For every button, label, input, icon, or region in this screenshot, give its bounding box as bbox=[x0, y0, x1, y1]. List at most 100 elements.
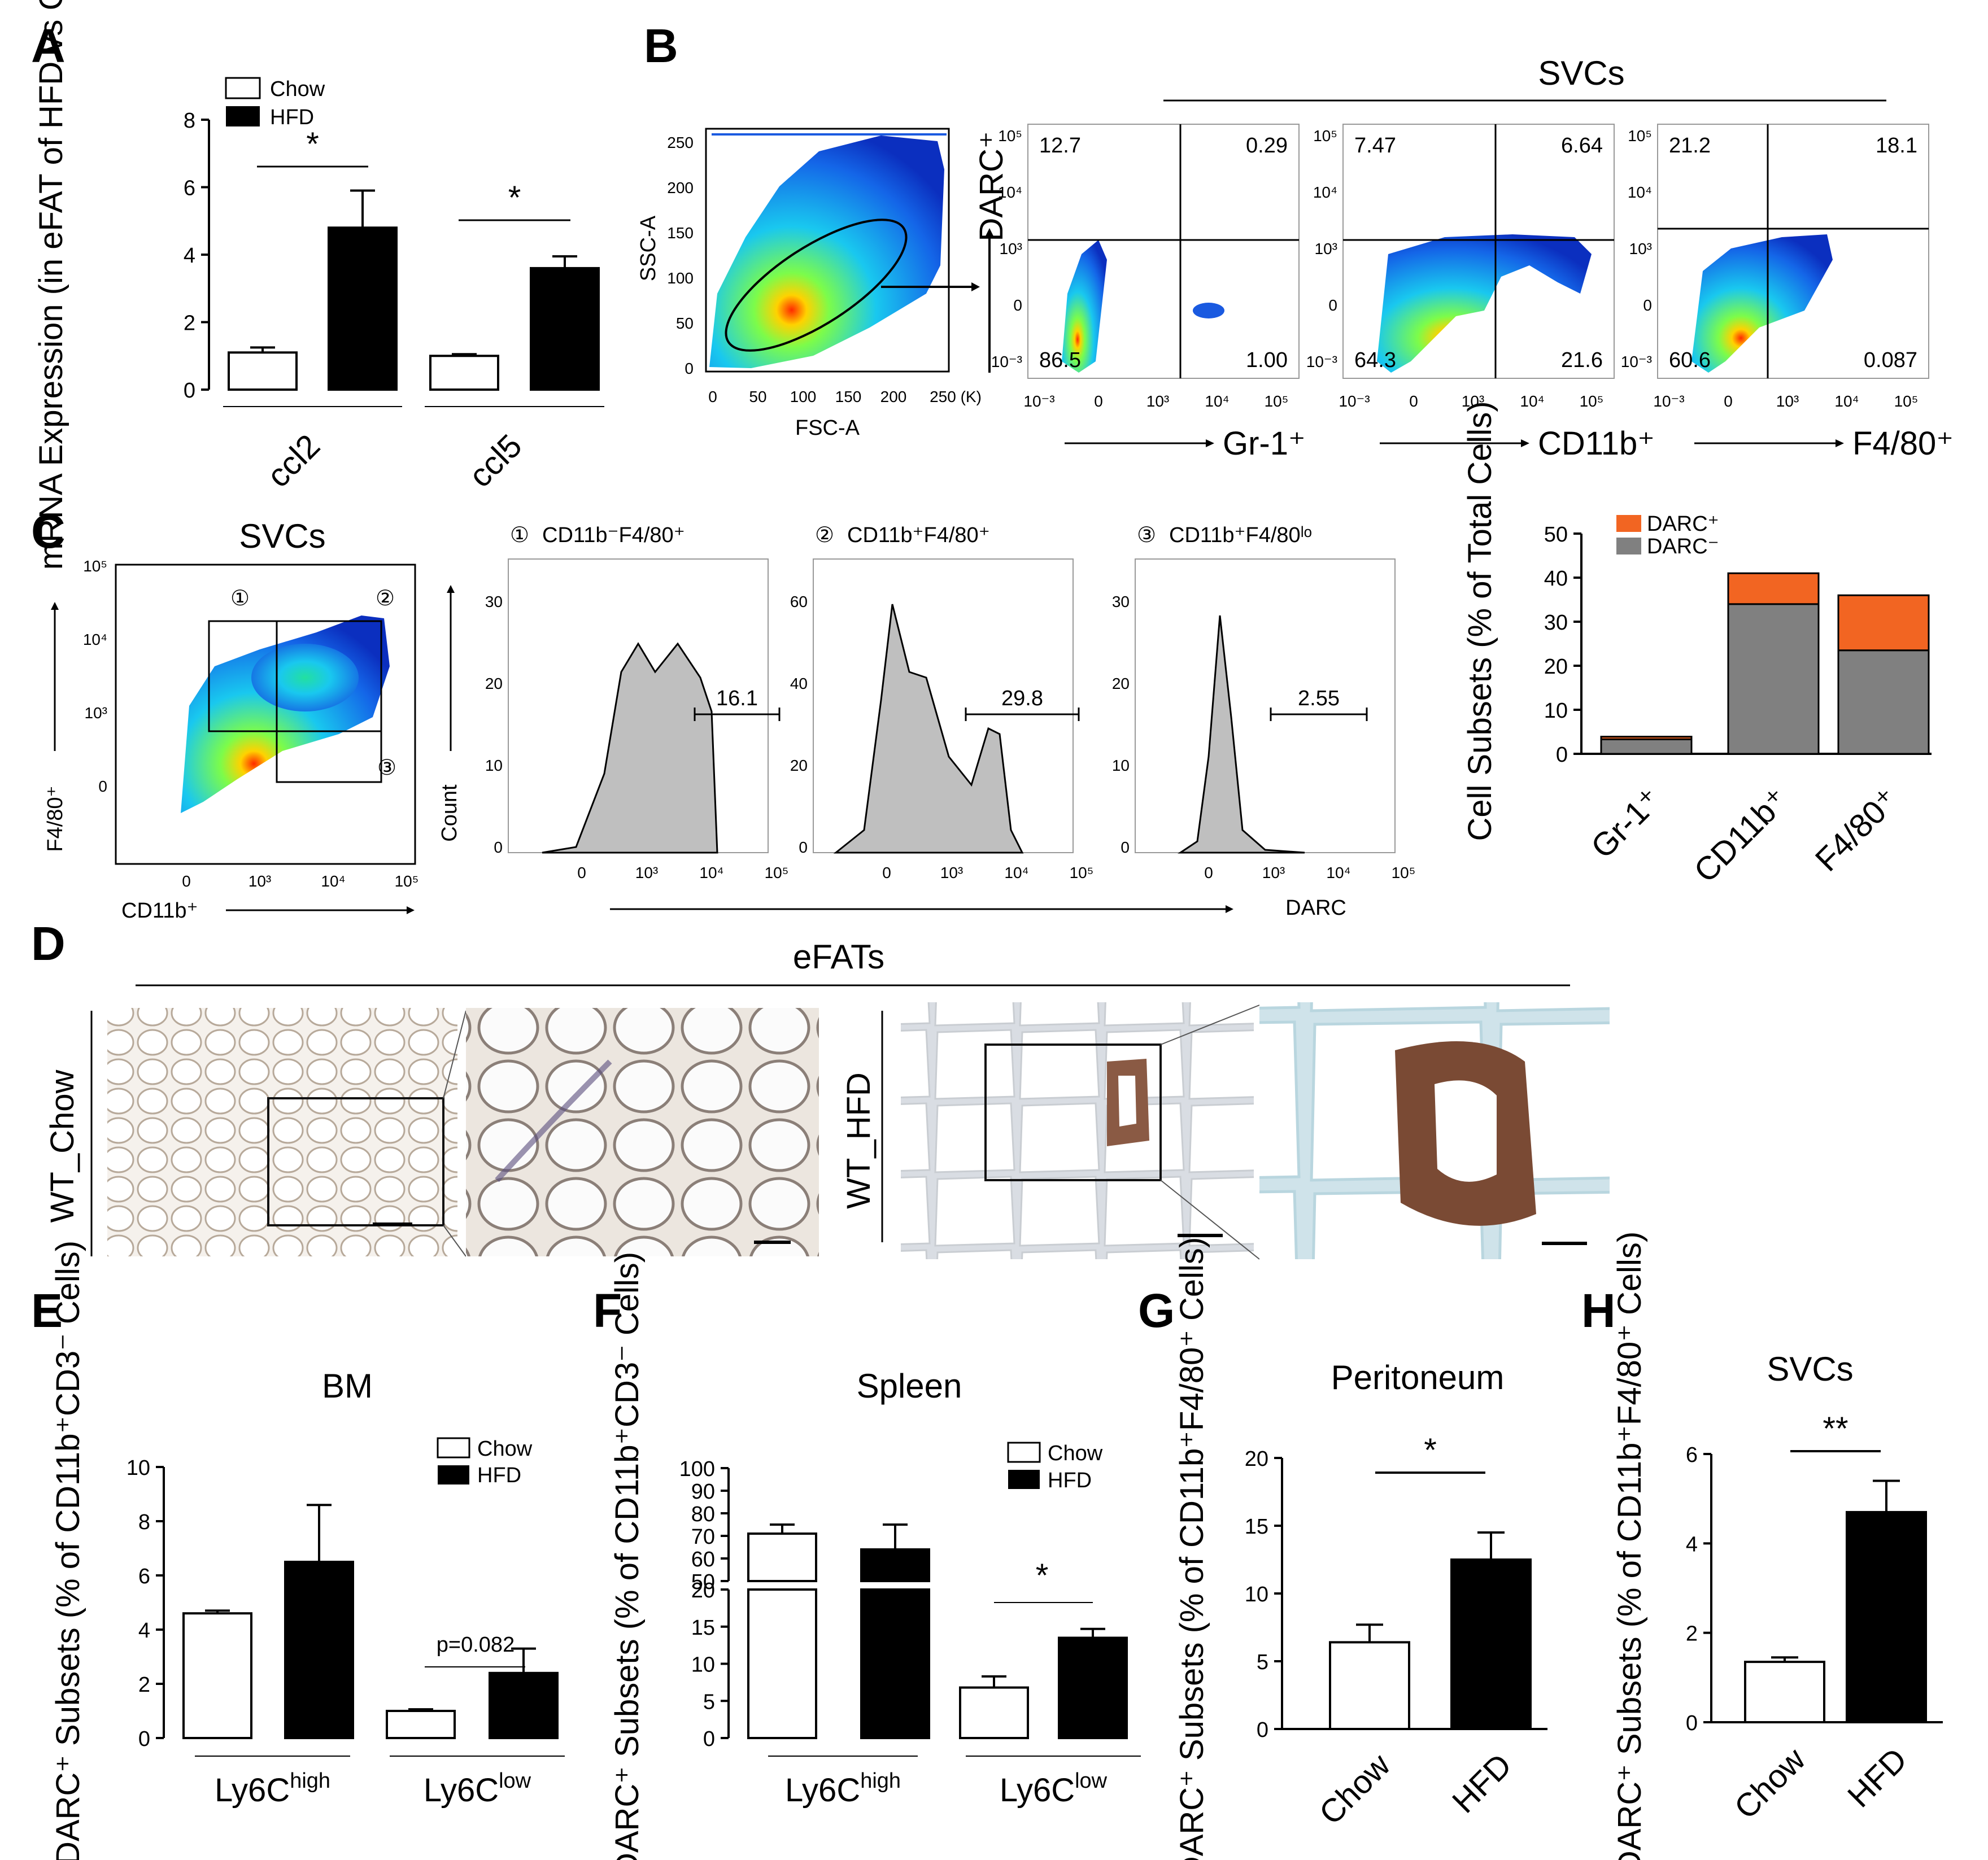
histogram-curve bbox=[833, 604, 1024, 854]
f-tick-label: 20 bbox=[691, 1579, 715, 1603]
histogram-y-tick: 0 bbox=[1121, 839, 1130, 856]
gate-x-tick: 150 bbox=[835, 388, 862, 405]
chart-h-sig: ** bbox=[1823, 1411, 1848, 1447]
panel-h-chart: 0 2 4 6 Chow HFD ** bbox=[1686, 1411, 1943, 1826]
panel-g-chart: 0 5 10 15 20 Chow HFD * bbox=[1245, 1432, 1547, 1832]
f-sig: * bbox=[1036, 1557, 1049, 1594]
panel-c-density-plot: ① ② ③ 0 10³ 10⁴ 10⁵ 0 10³ 10⁴ 10⁵ bbox=[83, 557, 419, 890]
legend-hfd-label: HFD bbox=[270, 106, 314, 129]
quadrant-y-tick: 10⁴ bbox=[998, 184, 1022, 201]
legend-hfd-swatch bbox=[226, 106, 260, 126]
density-y-tick: 10⁴ bbox=[83, 631, 107, 648]
density-y-tick: 10⁵ bbox=[83, 557, 107, 575]
quadrant-x-tick: 10⁵ bbox=[1265, 392, 1289, 410]
panel-label-g: G bbox=[1138, 1284, 1175, 1337]
chart-g-sig: * bbox=[1424, 1432, 1437, 1469]
quadrant-y-tick: 10³ bbox=[1315, 240, 1337, 257]
legend-chow-swatch bbox=[225, 77, 261, 99]
histogram-title: CD11b⁺F4/80ˡᵒ bbox=[1169, 523, 1312, 547]
c-bar-yaxis-tick-label: 30 bbox=[1544, 611, 1568, 635]
f-group-label: Ly6Clow bbox=[1000, 1769, 1108, 1809]
panel-c-ylabel: F4/80⁺ bbox=[43, 785, 67, 852]
histogram-3: 2.55 ③ CD11b⁺F4/80ˡᵒ 0 10 20 30 0 10³ 10⁴ 10⁵ bbox=[1112, 523, 1416, 881]
panel-d-row-label-chow: WT_Chow bbox=[44, 1069, 81, 1223]
c-bar-category-label: Gr-1⁺ bbox=[1584, 781, 1669, 866]
panel-e-chart: 0 2 4 6 8 10 Ly6Chigh Ly6Clow p=0.082 bbox=[127, 1456, 565, 1809]
gate-x-tick: 250 (K) bbox=[930, 388, 982, 405]
chart-g-category-hfd: HFD bbox=[1445, 1747, 1519, 1820]
chart-g-bar-chow bbox=[1329, 1641, 1410, 1730]
gate-y-tick: 0 bbox=[685, 360, 694, 377]
c-bar-2-segment bbox=[1727, 603, 1820, 755]
density-x-tick: 10⁴ bbox=[321, 872, 345, 890]
f-bar-lower bbox=[747, 1588, 817, 1739]
quadrant-x-tick: 10³ bbox=[1776, 392, 1799, 410]
density-x-tick: 10³ bbox=[249, 872, 271, 890]
panel-a: 0 2 4 6 8 ccl2 * ccl5 * mRNA Expression (in eFAT… bbox=[33, 0, 604, 570]
a-bar-ccl5-chow bbox=[429, 355, 499, 391]
histogram-2: 29.8 ② CD11b⁺F4/80⁺ 0 20 40 60 0 10³ 10⁴ 10⁵ bbox=[790, 523, 1094, 881]
gate-xlabel: FSC-A bbox=[795, 416, 860, 440]
quadrant-y-tick: 10⁻³ bbox=[991, 353, 1022, 370]
chart-e-bar-2-chow bbox=[386, 1710, 456, 1739]
histogram-x-tick: 0 bbox=[577, 864, 586, 881]
c-bar-2-segment bbox=[1727, 572, 1820, 605]
histogram-x-tick: 10⁵ bbox=[1070, 864, 1094, 881]
e-pvalue: p=0.082 bbox=[437, 1633, 515, 1657]
legend-darc-pos-label: DARC⁺ bbox=[1647, 512, 1719, 536]
f-tick-label: 10 bbox=[691, 1653, 715, 1677]
panel-h-title: SVCs bbox=[1767, 1350, 1853, 1388]
a-sig-ccl2: * bbox=[306, 126, 319, 163]
panel-label-c: C bbox=[31, 505, 66, 558]
chart-g-category-chow: Chow bbox=[1312, 1746, 1398, 1832]
quadrant-y-tick: 10⁴ bbox=[1628, 184, 1652, 201]
histogram-y-tick: 40 bbox=[790, 675, 808, 692]
chart-h-category-chow: Chow bbox=[1727, 1740, 1813, 1826]
histogram-y-tick: 0 bbox=[799, 839, 808, 856]
a-yaxis-tick-label: 4 bbox=[184, 244, 195, 268]
quadrant-y-tick: 0 bbox=[1328, 296, 1337, 314]
histogram-x-tick: 0 bbox=[882, 864, 891, 881]
chart-g-yaxis-tick-label: 10 bbox=[1245, 1583, 1268, 1606]
a-yaxis-tick-label: 6 bbox=[184, 177, 195, 200]
histogram-title: CD11b⁺F4/80⁺ bbox=[847, 523, 990, 547]
f-group-sup: high bbox=[860, 1769, 901, 1793]
quadrant-density bbox=[1691, 234, 1833, 373]
density-y-tick: 0 bbox=[98, 778, 107, 795]
gate-y-ticks: 0 50 100 150 200 250 bbox=[667, 134, 694, 377]
histogram-title-number: ③ bbox=[1137, 523, 1156, 547]
quadrant-y-tick: 10³ bbox=[1629, 240, 1652, 257]
f-tick-label: 50 bbox=[691, 1570, 715, 1594]
panel-f-legend-chow-swatch bbox=[1007, 1442, 1041, 1463]
quadrant-value-upper-left: 7.47 bbox=[1354, 134, 1396, 158]
quadrant-x-arrowhead bbox=[1521, 439, 1529, 447]
density-x-tick: 0 bbox=[182, 872, 191, 890]
panel-e-legend-hfd-swatch bbox=[438, 1465, 469, 1484]
histogram-percent: 2.55 bbox=[1298, 687, 1340, 710]
chart-e-bar-1-hfd bbox=[284, 1561, 354, 1739]
histogram-y-tick: 0 bbox=[494, 839, 503, 856]
micrograph-hfd-wide bbox=[901, 1002, 1254, 1259]
a-bar-ccl2-chow bbox=[228, 351, 298, 391]
f-tick-label: 100 bbox=[679, 1457, 715, 1481]
chart-h-yaxis-tick-label: 6 bbox=[1686, 1443, 1698, 1467]
panel-label-f: F bbox=[593, 1284, 622, 1337]
gate-x-tick: 100 bbox=[790, 388, 817, 405]
f-group-label: Ly6Chigh bbox=[785, 1769, 901, 1809]
quadrant-x-tick: 0 bbox=[1094, 392, 1103, 410]
quadrant-y-tick: 0 bbox=[1643, 296, 1652, 314]
a-category-ccl2: ccl2 bbox=[260, 427, 327, 495]
histogram-y-tick: 20 bbox=[1112, 675, 1130, 692]
legend-darc-neg-label: DARC⁻ bbox=[1647, 535, 1719, 558]
quadrant-x-tick: 10³ bbox=[1146, 392, 1169, 410]
a-yaxis-tick-label: 0 bbox=[184, 379, 195, 403]
chart-g-bar-hfd bbox=[1450, 1558, 1532, 1730]
c-bar-1-segment bbox=[1600, 736, 1693, 740]
quadrant-y-tick: 10⁻³ bbox=[1306, 353, 1337, 370]
chart-h-yaxis-tick-label: 2 bbox=[1686, 1622, 1698, 1646]
panel-f-title: Spleen bbox=[857, 1367, 962, 1405]
panel-c-stacked-chart: 0 10 20 30 40 50 Gr-1⁺ CD11b⁺ F4/80⁺ bbox=[1544, 523, 1932, 889]
